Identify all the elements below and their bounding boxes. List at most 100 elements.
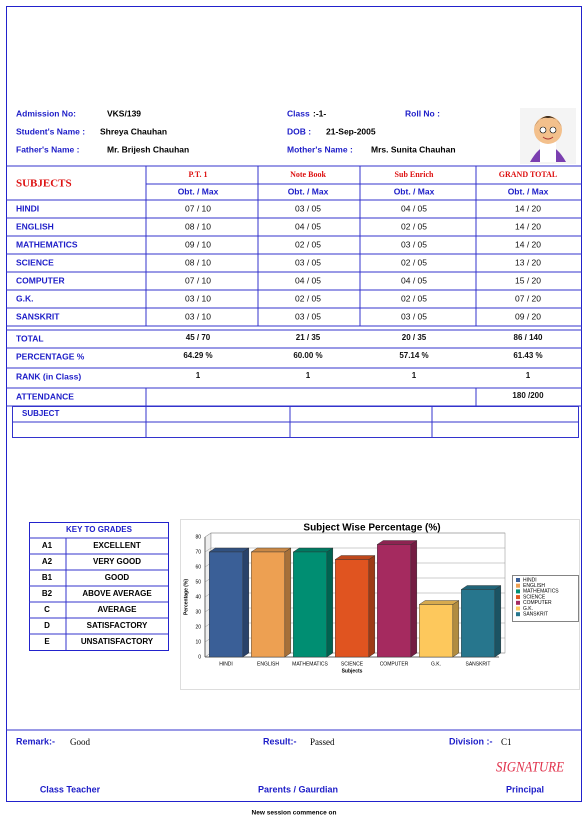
grades-title: KEY TO GRADES [66, 525, 133, 534]
score: 02 / 05 [401, 221, 427, 231]
bar-top [376, 540, 418, 545]
y-tick-label: 10 [195, 639, 201, 645]
score: 02 / 05 [295, 293, 321, 303]
score: 04 / 05 [295, 221, 321, 231]
x-tick-label: G.K. [431, 661, 441, 667]
sub-header: Obt. / Max [394, 186, 435, 196]
chart-frame [180, 519, 580, 690]
score: 03 / 05 [295, 257, 321, 267]
score: 07 / 20 [515, 293, 541, 303]
legend-swatch [516, 583, 520, 588]
subject: HINDI [16, 203, 39, 213]
grade-desc: SATISFACTORY [87, 621, 148, 630]
bar-top [250, 547, 292, 553]
legend-entry: COMPUTER [523, 600, 552, 606]
bar-side [284, 547, 291, 658]
legend-swatch [516, 595, 520, 600]
value: Mr. Brijesh Chauhan [107, 144, 189, 154]
sign-label: Parents / Gaurdian [258, 784, 338, 794]
subject: SCIENCE [16, 257, 54, 267]
value: Mrs. Sunita Chauhan [371, 144, 456, 154]
bar-side [410, 540, 417, 658]
summary-value: 86 / 140 [514, 333, 543, 342]
label: Mother's Name : [287, 144, 353, 154]
bar [461, 589, 496, 658]
x-axis-label: Subjects [342, 668, 363, 674]
grade-desc: VERY GOOD [93, 557, 141, 566]
summary-value: 1 [306, 371, 311, 380]
bar-side [242, 547, 250, 658]
score: 13 / 20 [515, 257, 541, 267]
legend-entry: ENGLISH [523, 583, 545, 589]
summary-value: 1 [412, 371, 417, 380]
label: Father's Name : [16, 144, 80, 154]
grade: E [44, 637, 50, 646]
score: 04 / 05 [295, 275, 321, 285]
sub-header: Obt. / Max [508, 186, 549, 196]
summary-value: 61.43 % [513, 351, 542, 360]
score: 14 / 20 [515, 203, 541, 213]
grade: A2 [42, 557, 53, 566]
column-header: GRAND TOTAL [499, 170, 557, 179]
label: Division :- [449, 736, 493, 746]
summary-value: 180 /200 [512, 391, 544, 400]
grade: A1 [42, 541, 53, 550]
y-tick-label: 80 [195, 534, 201, 540]
value: 21-Sep-2005 [326, 126, 376, 136]
score: 03 / 10 [185, 293, 211, 303]
bar-side [452, 600, 459, 658]
bar-side [326, 547, 333, 658]
x-tick-label: COMPUTER [380, 661, 409, 667]
score: 03 / 05 [401, 311, 427, 321]
grade: B1 [42, 573, 53, 582]
value: Shreya Chauhan [100, 126, 167, 136]
bar [419, 604, 454, 658]
score: 07 / 10 [185, 275, 211, 285]
summary-value: 57.14 % [399, 351, 428, 360]
grade: C [44, 605, 50, 614]
score: 02 / 05 [401, 257, 427, 267]
bar [250, 551, 285, 658]
x-tick-label: HINDI [219, 661, 233, 667]
score: 02 / 05 [295, 239, 321, 249]
label: Roll No : [405, 108, 440, 118]
score: 07 / 10 [185, 203, 211, 213]
y-tick-label: 70 [195, 549, 201, 555]
bar [208, 551, 243, 658]
legend-entry: HINDI [523, 577, 537, 583]
subject: MATHEMATICS [16, 239, 78, 249]
y-tick-label: 60 [195, 564, 201, 570]
legend-entry: MATHEMATICS [523, 589, 559, 595]
x-tick-label: SCIENCE [341, 661, 364, 667]
value: Passed [310, 737, 335, 747]
y-tick-label: 50 [195, 579, 201, 585]
grade-desc: AVERAGE [98, 605, 138, 614]
grid-line [204, 532, 505, 538]
header: SUBJECTS [16, 178, 72, 190]
y-tick-label: 30 [195, 609, 201, 615]
legend-swatch [516, 606, 520, 611]
score: 03 / 05 [295, 203, 321, 213]
avatar [520, 108, 576, 164]
bar [293, 551, 328, 658]
summary-value: 1 [526, 371, 531, 380]
x-tick-label: SANSKRIT [465, 661, 490, 667]
summary-label: PERCENTAGE % [16, 351, 85, 361]
score: 03 / 05 [401, 239, 427, 249]
label: Class [287, 108, 310, 118]
score: 03 / 05 [295, 311, 321, 321]
score: 08 / 10 [185, 221, 211, 231]
label: Result:- [263, 736, 297, 746]
sub-header: Obt. / Max [288, 186, 329, 196]
label: Remark:- [16, 736, 55, 746]
bar-top [208, 547, 250, 553]
label: Admission No: [16, 108, 76, 118]
label: Student's Name : [16, 126, 85, 136]
legend-swatch [516, 589, 520, 594]
summary-value: 20 / 35 [402, 333, 427, 342]
y-axis-label: Percentage (%) [183, 579, 189, 615]
legend-box [512, 575, 579, 622]
subject: SANSKRIT [16, 311, 60, 321]
legend-swatch [516, 600, 520, 605]
summary-value: 45 / 70 [186, 333, 211, 342]
